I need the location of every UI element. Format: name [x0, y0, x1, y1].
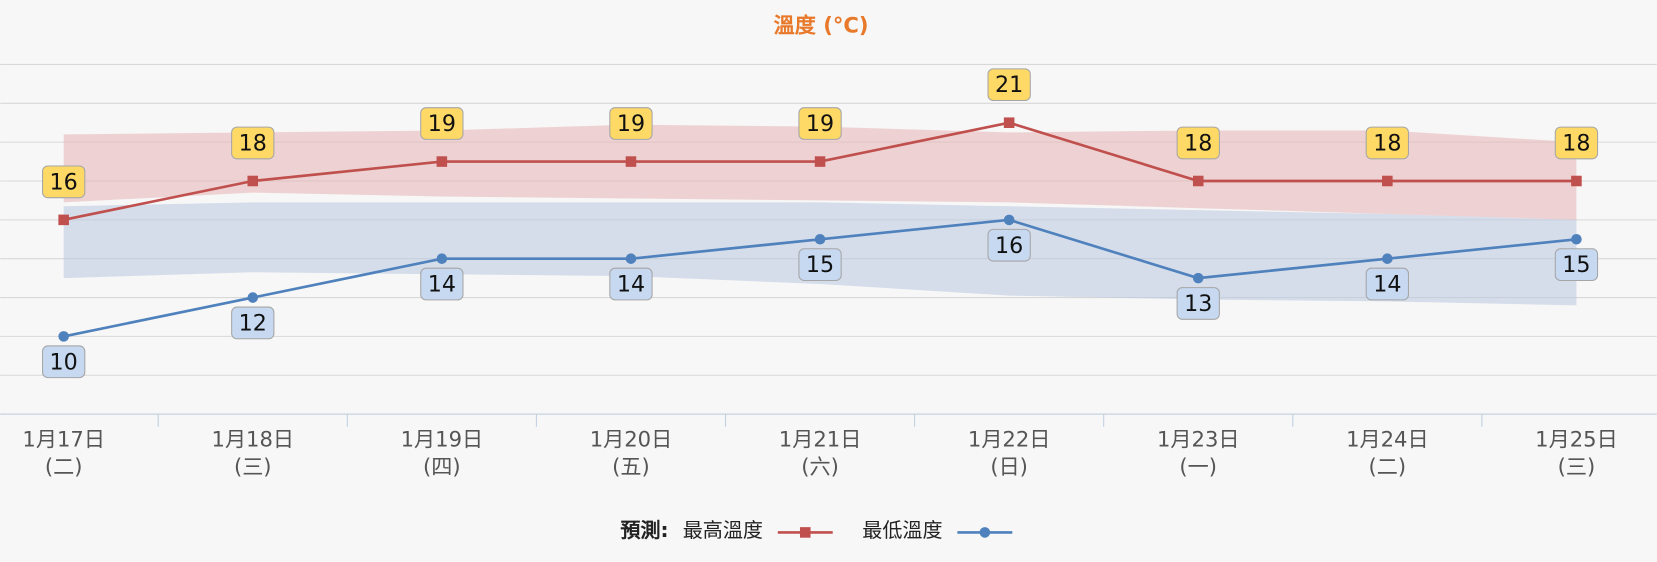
data-label: 14: [617, 272, 645, 298]
data-label-box: [420, 267, 464, 301]
marker: [625, 156, 637, 167]
data-label: 10: [50, 349, 78, 375]
x-tick-label: 1月19日: [401, 427, 484, 452]
x-tick-sublabel: (四): [423, 454, 461, 479]
data-label: 18: [1184, 131, 1212, 157]
data-label: 16: [995, 233, 1023, 259]
marker: [1192, 272, 1204, 284]
marker: [1571, 175, 1582, 187]
data-label-box: [1365, 126, 1409, 160]
legend-title: 預測:: [620, 518, 668, 542]
data-label-box: [798, 107, 842, 140]
data-label: 21: [995, 72, 1023, 98]
data-label: 14: [1373, 272, 1401, 298]
data-label: 15: [1562, 252, 1590, 278]
x-tick-sublabel: (六): [801, 454, 839, 479]
data-label-box: [798, 248, 842, 282]
data-label-box: [1176, 287, 1220, 320]
x-axis: 1月17日(二)1月18日(三)1月19日(四)1月20日(五)1月21日(六)…: [0, 413, 1657, 479]
data-label-box: [42, 165, 86, 199]
marker: [58, 331, 69, 342]
marker: [1571, 233, 1582, 245]
lines: [58, 117, 1582, 342]
data-label-box: [1554, 126, 1599, 160]
data-label-box: [42, 345, 86, 379]
data-label: 13: [1184, 291, 1212, 317]
data-label: 15: [806, 252, 834, 278]
legend-label: 最低溫度: [862, 518, 942, 542]
marker: [1003, 214, 1015, 226]
x-tick-sublabel: (二): [1369, 454, 1407, 479]
x-tick-sublabel: (三): [1558, 454, 1596, 479]
data-label: 14: [428, 272, 456, 298]
data-label: 19: [428, 111, 456, 137]
x-tick-label: 1月23日: [1157, 427, 1240, 452]
data-label-box: [1365, 267, 1409, 301]
x-tick-label: 1月24日: [1346, 427, 1429, 452]
marker: [247, 292, 259, 303]
data-label: 18: [239, 131, 267, 157]
data-label-box: [609, 267, 653, 301]
data-label-box: [1554, 248, 1599, 282]
data-label-box: [231, 306, 275, 340]
data-label-box: [609, 107, 653, 140]
x-tick-label: 1月21日: [779, 427, 862, 452]
marker: [1192, 175, 1204, 187]
data-label-box: [420, 107, 464, 140]
marker: [1382, 253, 1393, 264]
data-label: 16: [50, 169, 78, 195]
marker: [625, 253, 637, 264]
x-tick-label: 1月20日: [590, 427, 673, 452]
data-labels: 16 18 19 19 19 21 18 18 18 10 12 14 14 15 16 13 14 15: [42, 68, 1599, 379]
marker: [814, 233, 826, 245]
legend-marker: [979, 527, 991, 538]
x-tick-sublabel: (日): [990, 454, 1028, 479]
data-label-box: [987, 228, 1031, 262]
data-label: 18: [1562, 131, 1590, 157]
chart-title: 溫度 (°C): [774, 12, 869, 37]
x-tick-sublabel: (五): [612, 454, 650, 479]
marker: [58, 214, 69, 226]
data-label: 12: [239, 310, 267, 336]
data-label: 18: [1373, 131, 1401, 157]
x-tick-sublabel: (一): [1179, 454, 1217, 479]
marker: [436, 253, 448, 264]
legend-label: 最高溫度: [683, 518, 763, 542]
x-tick-label: 1月18日: [212, 427, 295, 452]
data-label-box: [231, 126, 275, 160]
legend: 預測: 最高溫度 最低溫度: [620, 518, 1013, 542]
marker: [1003, 117, 1015, 128]
x-tick-label: 1月22日: [968, 427, 1051, 452]
data-label-box: [987, 68, 1031, 102]
x-tick-label: 1月25日: [1535, 427, 1618, 452]
x-tick-sublabel: (二): [45, 454, 83, 479]
marker: [1382, 175, 1393, 187]
data-label-box: [1176, 126, 1220, 160]
data-label: 19: [806, 111, 834, 137]
marker: [436, 156, 448, 167]
marker: [814, 156, 826, 167]
legend-marker: [799, 527, 811, 538]
x-tick-label: 1月17日: [22, 427, 105, 452]
marker: [247, 175, 259, 187]
x-tick-sublabel: (三): [234, 454, 272, 479]
data-label: 19: [617, 111, 645, 137]
